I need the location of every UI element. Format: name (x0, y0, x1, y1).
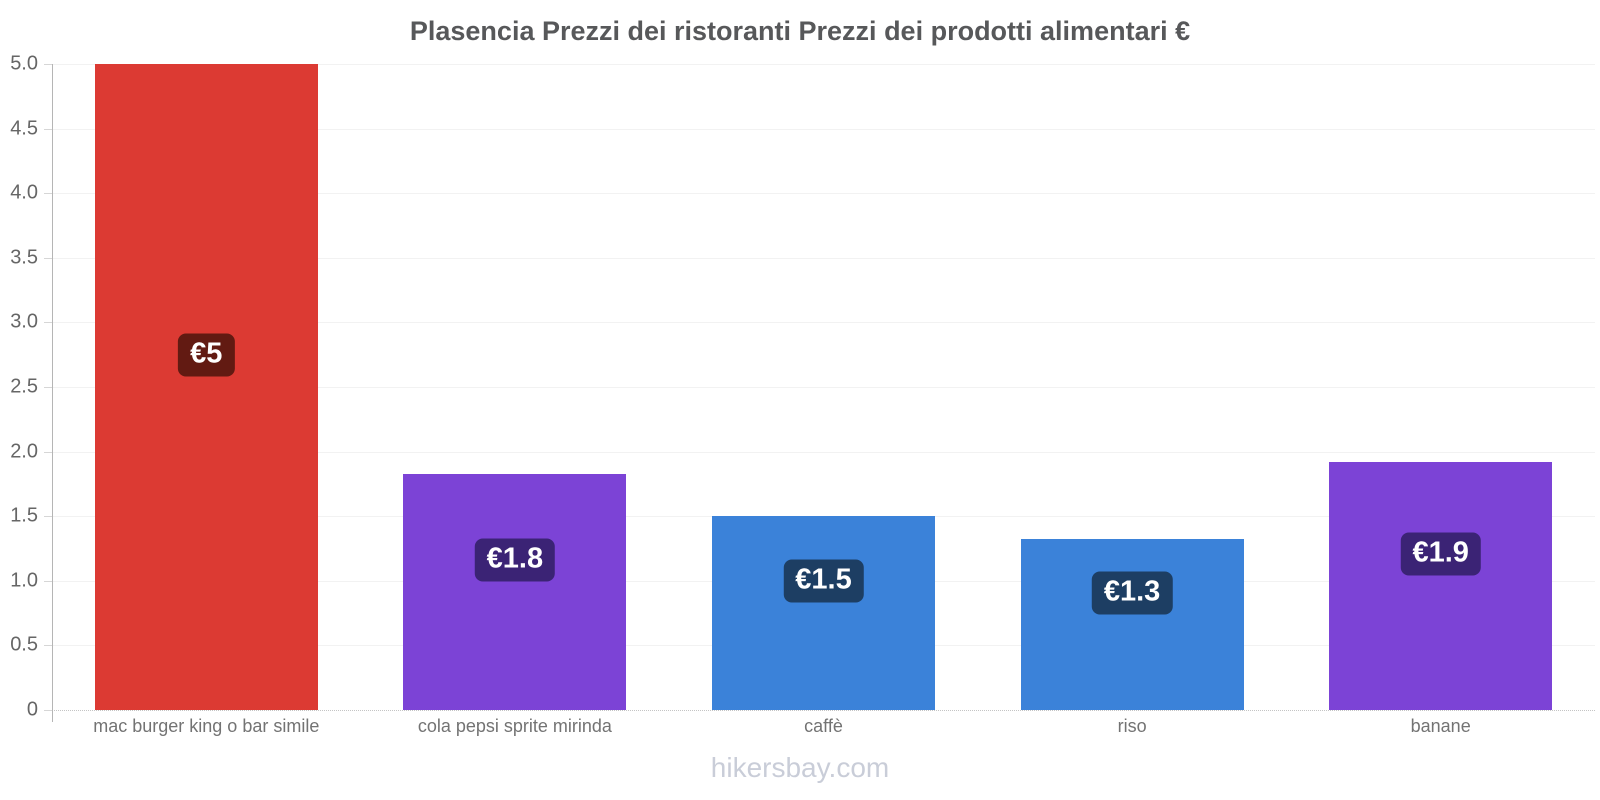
value-badge: €1.9 (1400, 532, 1481, 576)
y-tick-mark (44, 451, 52, 453)
y-tick-label: 1.0 (10, 569, 38, 592)
bar-3 (712, 516, 935, 710)
bar-2 (403, 473, 627, 710)
y-gridline (52, 322, 1595, 324)
y-tick-label: 2.5 (10, 375, 38, 398)
value-badge: €1.8 (474, 538, 556, 582)
y-tick-mark (44, 516, 52, 518)
y-tick-mark (44, 710, 52, 711)
y-gridline (52, 451, 1595, 453)
y-gridline (52, 387, 1595, 388)
x-axis-label: riso (1117, 716, 1147, 736)
y-tick-mark (44, 645, 52, 647)
bar-1 (94, 64, 318, 710)
y-axis-line (52, 64, 53, 722)
x-axis-baseline (52, 710, 1595, 711)
value-badge: €5 (178, 333, 235, 377)
y-tick-mark (44, 128, 52, 130)
y-tick-mark (44, 193, 52, 195)
x-axis-label: cola pepsi sprite mirinda (417, 716, 612, 736)
y-tick-mark (44, 322, 52, 324)
y-tick-mark (44, 257, 52, 259)
y-tick-label: 4.5 (10, 117, 38, 140)
y-gridline (52, 193, 1595, 195)
chart-title: Plasencia Prezzi dei ristoranti Prezzi d… (409, 16, 1191, 46)
y-tick-label: 5.0 (10, 52, 38, 75)
y-gridline (52, 128, 1595, 130)
x-axis-label: banane (1410, 716, 1471, 736)
x-axis-label: mac burger king o bar simile (93, 716, 320, 736)
y-tick-label: 0 (26, 698, 38, 721)
value-badge: €1.5 (783, 559, 864, 603)
x-axis-label: caffè (804, 716, 843, 736)
y-tick-label: 3.0 (10, 310, 38, 333)
y-tick-mark (44, 64, 52, 65)
y-tick-label: 3.5 (10, 246, 38, 269)
y-tick-label: 4.0 (10, 181, 38, 204)
y-gridline (52, 257, 1595, 259)
bar-4 (1020, 539, 1244, 710)
y-tick-label: 1.5 (10, 504, 38, 527)
y-tick-mark (44, 580, 52, 582)
y-gridline (52, 64, 1595, 65)
bar-5 (1329, 461, 1553, 710)
y-tick-label: 2.0 (10, 440, 38, 463)
y-tick-mark (44, 387, 52, 388)
watermark-text: hikersbay.com (710, 752, 890, 783)
y-tick-label: 0.5 (10, 633, 38, 656)
value-badge: €1.3 (1091, 571, 1173, 615)
